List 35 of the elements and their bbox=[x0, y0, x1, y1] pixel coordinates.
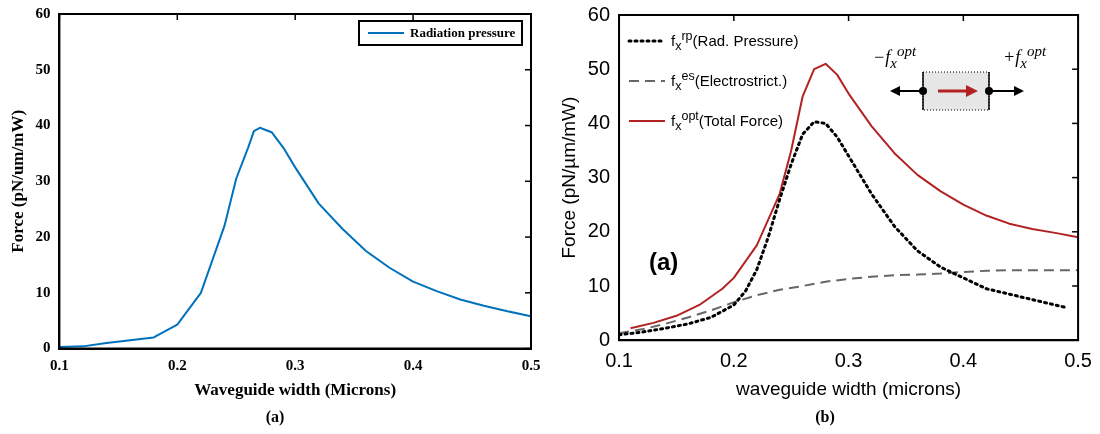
text: (a) bbox=[264, 408, 286, 426]
x-tick-label: 0.1 bbox=[605, 348, 633, 371]
x-axis-title: waveguide width (microns) bbox=[735, 377, 962, 399]
x-tick-label: 0.4 bbox=[403, 357, 423, 374]
y-tick-label: 10 bbox=[35, 283, 51, 300]
y-tick-label: 20 bbox=[35, 227, 51, 244]
x-tick-label: 0.3 bbox=[834, 348, 863, 371]
annotation: (a) bbox=[649, 248, 679, 277]
y-tick-label: 50 bbox=[587, 56, 611, 79]
y-tick-label: 60 bbox=[35, 4, 51, 21]
x-tick-label: 0.1 bbox=[50, 357, 69, 374]
y-tick-label: 0 bbox=[42, 339, 51, 356]
x-tick-label: 0.2 bbox=[167, 357, 187, 374]
text: (b) bbox=[814, 408, 836, 426]
y-tick-label: 40 bbox=[35, 116, 51, 133]
y-tick-label: 60 bbox=[587, 2, 611, 25]
y-tick-label: 20 bbox=[587, 219, 611, 242]
x-tick-label: 0.4 bbox=[949, 348, 978, 371]
y-axis-title: Force (pN/um/mW) bbox=[7, 109, 27, 253]
y-tick-label: 0 bbox=[598, 327, 611, 350]
y-axis-title: Force (pN/µm/mW) bbox=[557, 96, 579, 259]
x-tick-label: 0.3 bbox=[285, 357, 305, 374]
y-tick-label: 50 bbox=[35, 60, 51, 77]
y-tick-label: 10 bbox=[587, 273, 611, 296]
x-tick-label: 0.5 bbox=[521, 357, 541, 374]
legend-label: f$_{x}$$^{opt}$(Total Force) bbox=[671, 108, 784, 135]
legend-label: f$_{x}$$^{es}$(Electrostrict.) bbox=[671, 68, 788, 95]
y-tick-label: 30 bbox=[587, 165, 611, 188]
x-tick-label: 0.5 bbox=[1064, 348, 1092, 371]
legend-label: f$_{x}$$^{rp}$(Rad. Pressure) bbox=[671, 28, 799, 55]
y-tick-label: 40 bbox=[587, 110, 611, 133]
x-tick-label: 0.2 bbox=[719, 348, 748, 371]
x-axis-title: Waveguide width (Microns) bbox=[194, 380, 397, 400]
y-tick-label: 30 bbox=[35, 172, 51, 189]
legend-label: Radiation pressure bbox=[410, 24, 516, 42]
